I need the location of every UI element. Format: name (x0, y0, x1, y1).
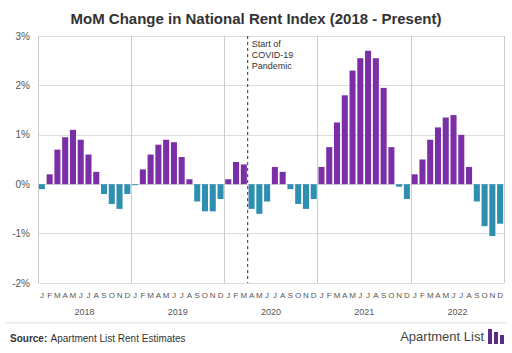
svg-text:A: A (187, 291, 193, 300)
svg-text:2022: 2022 (447, 307, 467, 317)
svg-text:O: O (481, 291, 487, 300)
svg-text:J: J (366, 291, 370, 300)
svg-text:J: J (459, 291, 463, 300)
svg-text:O: O (388, 291, 394, 300)
svg-text:2018: 2018 (75, 307, 95, 317)
svg-text:O: O (295, 291, 301, 300)
svg-text:M: M (163, 291, 170, 300)
svg-text:J: J (79, 291, 83, 300)
svg-text:A: A (280, 291, 286, 300)
svg-text:D: D (218, 291, 224, 300)
svg-text:D: D (124, 291, 130, 300)
svg-text:A: A (156, 291, 162, 300)
svg-text:N: N (210, 291, 216, 300)
svg-text:A: A (249, 291, 255, 300)
svg-text:J: J (86, 291, 90, 300)
svg-text:S: S (381, 291, 386, 300)
svg-text:Pandemic: Pandemic (252, 61, 293, 71)
svg-text:J: J (40, 291, 44, 300)
svg-text:D: D (497, 291, 503, 300)
svg-text:S: S (288, 291, 293, 300)
svg-text:J: J (358, 291, 362, 300)
svg-text:N: N (396, 291, 402, 300)
svg-text:3%: 3% (16, 31, 31, 42)
svg-text:O: O (109, 291, 115, 300)
svg-text:Apartment List Rent Estimates: Apartment List Rent Estimates (51, 333, 186, 344)
svg-text:M: M (54, 291, 61, 300)
svg-text:2%: 2% (16, 80, 31, 91)
svg-text:A: A (466, 291, 472, 300)
svg-text:M: M (427, 291, 434, 300)
svg-text:J: J (226, 291, 230, 300)
svg-text:1%: 1% (16, 129, 31, 140)
svg-text:A: A (94, 291, 100, 300)
svg-text:M: M (70, 291, 77, 300)
svg-text:D: D (311, 291, 317, 300)
svg-text:Start of: Start of (252, 39, 282, 49)
svg-text:2021: 2021 (354, 307, 374, 317)
svg-text:-2%: -2% (12, 278, 30, 289)
svg-text:MoM Change in National Rent In: MoM Change in National Rent Index (2018 … (71, 10, 442, 27)
svg-text:2019: 2019 (168, 307, 188, 317)
svg-text:F: F (47, 291, 52, 300)
svg-text:2020: 2020 (261, 307, 281, 317)
svg-text:M: M (334, 291, 341, 300)
svg-text:S: S (195, 291, 200, 300)
svg-text:Source:: Source: (10, 333, 47, 344)
svg-text:Apartment List: Apartment List (400, 329, 484, 344)
svg-text:N: N (489, 291, 495, 300)
svg-text:J: J (172, 291, 176, 300)
svg-text:J: J (265, 291, 269, 300)
svg-text:F: F (327, 291, 332, 300)
svg-text:N: N (117, 291, 123, 300)
svg-text:F: F (420, 291, 425, 300)
svg-text:S: S (101, 291, 106, 300)
svg-text:J: J (180, 291, 184, 300)
svg-text:M: M (147, 291, 154, 300)
svg-text:S: S (474, 291, 479, 300)
svg-text:O: O (202, 291, 208, 300)
svg-text:J: J (413, 291, 417, 300)
svg-text:N: N (303, 291, 309, 300)
svg-text:J: J (452, 291, 456, 300)
svg-text:M: M (442, 291, 449, 300)
svg-text:A: A (63, 291, 69, 300)
svg-text:-1%: -1% (12, 228, 30, 239)
svg-text:0%: 0% (16, 179, 31, 190)
svg-text:COVID-19: COVID-19 (252, 50, 294, 60)
svg-text:F: F (140, 291, 145, 300)
svg-text:J: J (273, 291, 277, 300)
svg-text:F: F (234, 291, 239, 300)
svg-text:M: M (256, 291, 263, 300)
svg-text:J: J (133, 291, 137, 300)
svg-text:M: M (240, 291, 247, 300)
svg-text:A: A (373, 291, 379, 300)
svg-text:D: D (404, 291, 410, 300)
svg-text:A: A (435, 291, 441, 300)
svg-text:J: J (319, 291, 323, 300)
svg-text:M: M (349, 291, 356, 300)
svg-text:A: A (342, 291, 348, 300)
